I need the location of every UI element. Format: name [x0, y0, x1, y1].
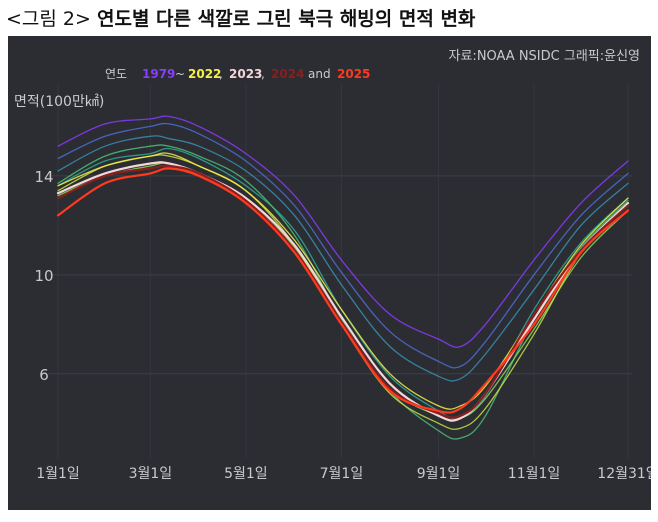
- sea-ice-line-chart: 6 10 14 1월1일 3월1일 5월1일 7월1일 9월1일 11월1일 12월31일 자료…: [14, 49, 651, 482]
- series-line-2016: [57, 162, 629, 421]
- x-tick-label: 9월1일: [417, 466, 461, 482]
- grid-vertical: [57, 84, 629, 458]
- legend-comma-2: ,: [261, 67, 265, 81]
- legend-comma-1: ,: [219, 67, 223, 81]
- x-tick-labels: 1월1일 3월1일 5월1일 7월1일 9월1일 11월1일 12월31일: [36, 466, 651, 482]
- legend: 연도 1979 ~ 2022 , 2023 , 2024 and 2025: [105, 67, 370, 81]
- x-tick-label: 3월1일: [129, 466, 173, 482]
- legend-label: 연도: [105, 67, 127, 81]
- source-credit: 자료:NOAA NSIDC 그래픽:윤신영: [449, 49, 640, 64]
- series-line-2025: [56, 167, 630, 414]
- x-tick-label: 1월1일: [36, 466, 80, 482]
- figure-caption: <그림 2> 연도별 다른 색깔로 그린 북극 해빙의 면적 변화: [6, 4, 475, 31]
- x-tick-label: 11월1일: [508, 466, 560, 482]
- figure-number: <그림 2>: [6, 8, 91, 30]
- series-line-2007: [57, 147, 629, 420]
- series-line-2023: [56, 161, 630, 422]
- series-line-2022: [57, 152, 629, 410]
- y-tick-label: 6: [39, 366, 49, 384]
- y-axis-label: 면적(100만㎢): [14, 94, 104, 110]
- series-line-2020: [57, 154, 629, 430]
- legend-year-2024: 2024: [271, 67, 304, 81]
- y-tick-labels: 6 10 14: [34, 168, 53, 384]
- series-line-2024: [56, 164, 630, 419]
- series-lines: [56, 115, 630, 440]
- x-tick-label: 5월1일: [224, 466, 268, 482]
- series-line-1979: [57, 115, 629, 348]
- x-tick-label: 12월31일: [597, 466, 651, 482]
- y-tick-label: 14: [34, 168, 53, 186]
- legend-year-2023: 2023: [229, 67, 262, 81]
- legend-and: and: [308, 67, 331, 81]
- series-line-1990: [57, 122, 629, 369]
- legend-year-start: 1979: [142, 67, 175, 81]
- legend-year-2025: 2025: [337, 67, 370, 81]
- series-line-2000: [57, 135, 629, 382]
- legend-tilde: ~: [175, 67, 185, 81]
- x-tick-label: 7월1일: [320, 466, 364, 482]
- y-tick-label: 10: [34, 267, 53, 285]
- chart-panel: 6 10 14 1월1일 3월1일 5월1일 7월1일 9월1일 11월1일 12월31일 자료…: [8, 36, 651, 510]
- figure-title: 연도별 다른 색깔로 그린 북극 해빙의 면적 변화: [96, 8, 476, 30]
- legend-year-end: 2022: [188, 67, 221, 81]
- series-line-2012: [57, 144, 629, 440]
